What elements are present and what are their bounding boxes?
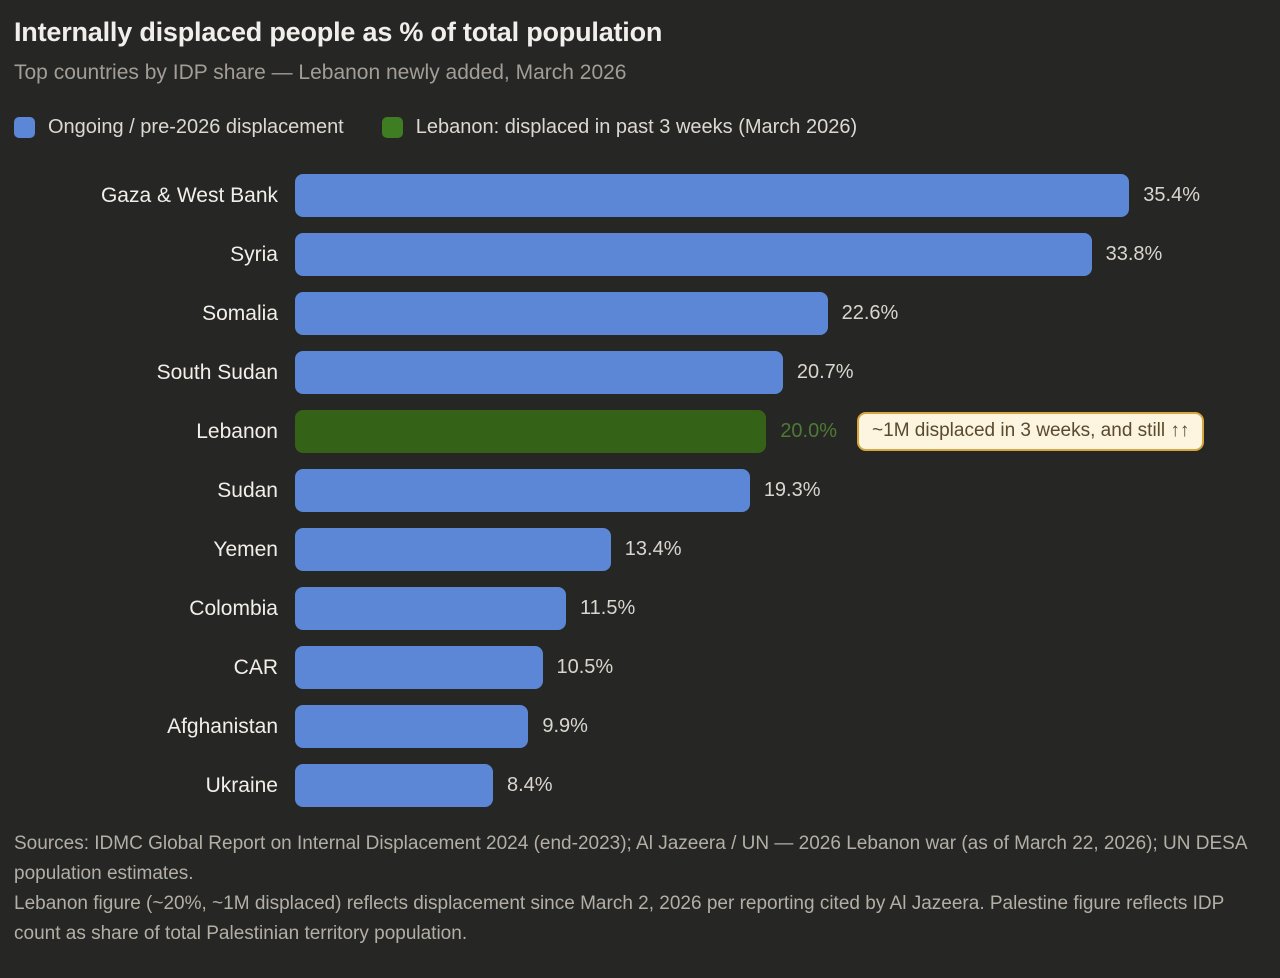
bar-colombia	[295, 587, 566, 631]
bar-sudan	[295, 469, 750, 513]
chart-row-ukraine: Ukraine 8.4%	[14, 756, 1266, 815]
bar-track: 20.0% ~1M displaced in 3 weeks, and still…	[295, 402, 1266, 461]
bar-lebanon	[295, 410, 767, 454]
category-label-car: CAR	[233, 655, 278, 679]
sources-text: Sources: IDMC Global Report on Internal …	[14, 833, 1247, 885]
bar-south-sudan	[295, 351, 783, 395]
page-title: Internally displaced people as % of tota…	[14, 17, 663, 47]
chart-row-car: CAR 10.5%	[14, 638, 1266, 697]
legend-swatch-lebanon-icon	[381, 117, 403, 139]
category-label-somalia: Somalia	[202, 301, 278, 325]
value-label-car: 10.5%	[556, 656, 614, 679]
chart-legend: Ongoing / pre-2026 displacement Lebanon:…	[14, 116, 1266, 139]
lebanon-annotation-callout: ~1M displaced in 3 weeks, and still ↑↑	[857, 412, 1205, 452]
category-label-ukraine: Ukraine	[205, 773, 278, 797]
bar-track: 8.4%	[295, 756, 1266, 815]
chart-row-syria: Syria 33.8%	[14, 225, 1266, 284]
bar-rows: Gaza & West Bank 35.4% Syria 33.8% Somalia 22…	[14, 166, 1266, 815]
value-label-syria: 33.8%	[1105, 243, 1163, 266]
bar-gaza-west-bank	[295, 174, 1130, 218]
category-label-yemen: Yemen	[213, 537, 278, 561]
category-label-afghanistan: Afghanistan	[167, 714, 278, 738]
page-subtitle: Top countries by IDP share — Lebanon new…	[14, 61, 627, 85]
value-label-south-sudan: 20.7%	[796, 361, 854, 384]
bar-track: 22.6%	[295, 284, 1266, 343]
bar-track: 9.9%	[295, 697, 1266, 756]
value-label-gaza-west-bank: 35.4%	[1143, 184, 1200, 207]
bar-car	[295, 646, 543, 690]
chart-row-south-sudan: South Sudan 20.7%	[14, 343, 1266, 402]
bar-track: 19.3%	[295, 461, 1266, 520]
bar-syria	[295, 233, 1092, 277]
bar-track: 10.5%	[295, 638, 1266, 697]
category-label-lebanon: Lebanon	[196, 419, 278, 443]
legend-item-ongoing: Ongoing / pre-2026 displacement	[14, 116, 344, 139]
value-label-sudan: 19.3%	[763, 479, 821, 502]
bar-yemen	[295, 528, 611, 572]
value-label-somalia: 22.6%	[841, 302, 899, 325]
bar-track: 13.4%	[295, 520, 1266, 579]
chart-row-lebanon: Lebanon 20.0% ~1M displaced in 3 weeks, an…	[14, 402, 1266, 461]
chart-row-colombia: Colombia 11.5%	[14, 579, 1266, 638]
category-label-gaza-west-bank: Gaza & West Bank	[100, 183, 278, 207]
category-label-syria: Syria	[230, 242, 278, 266]
legend-label-ongoing: Ongoing / pre-2026 displacement	[48, 116, 344, 139]
value-label-lebanon: 20.0%	[780, 420, 838, 443]
chart-row-sudan: Sudan 19.3%	[14, 461, 1266, 520]
bar-chart: Gaza & West Bank 35.4% Syria 33.8% Somalia 22…	[14, 166, 1266, 815]
value-label-afghanistan: 9.9%	[542, 715, 588, 738]
legend-item-lebanon: Lebanon: displaced in past 3 weeks (Marc…	[381, 116, 858, 139]
bar-track: 11.5%	[295, 579, 1266, 638]
value-label-yemen: 13.4%	[624, 538, 682, 561]
category-label-south-sudan: South Sudan	[156, 360, 278, 384]
value-label-colombia: 11.5%	[580, 597, 636, 620]
legend-swatch-ongoing-icon	[14, 117, 35, 139]
category-label-colombia: Colombia	[189, 596, 278, 620]
legend-label-lebanon: Lebanon: displaced in past 3 weeks (Marc…	[415, 116, 858, 139]
bar-afghanistan	[295, 705, 529, 749]
value-label-ukraine: 8.4%	[506, 774, 553, 797]
bar-track: 35.4%	[295, 166, 1266, 225]
bar-track: 33.8%	[295, 225, 1266, 284]
footer-notes: Sources: IDMC Global Report on Internal …	[14, 829, 1266, 949]
chart-row-somalia: Somalia 22.6%	[14, 284, 1266, 343]
bar-track: 20.7%	[295, 343, 1266, 402]
chart-row-gaza-west-bank: Gaza & West Bank 35.4%	[14, 166, 1266, 225]
chart-row-yemen: Yemen 13.4%	[14, 520, 1266, 579]
note-text: Lebanon figure (~20%, ~1M displaced) ref…	[14, 893, 1224, 945]
bar-somalia	[295, 292, 828, 336]
category-label-sudan: Sudan	[217, 478, 278, 502]
bar-ukraine	[295, 764, 493, 808]
chart-row-afghanistan: Afghanistan 9.9%	[14, 697, 1266, 756]
